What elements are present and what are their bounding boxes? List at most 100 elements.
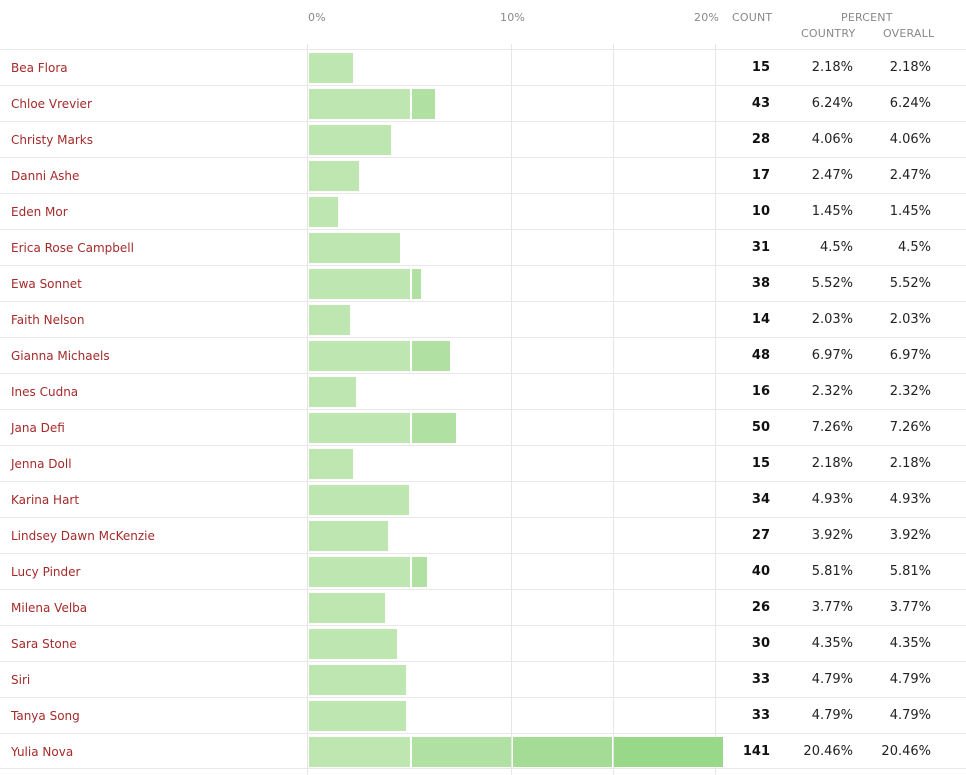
country-percent-value: 6.97% [811, 348, 853, 363]
overall-percent-value: 4.79% [889, 708, 931, 723]
bar-segment [309, 125, 392, 155]
bar-segment [412, 737, 512, 767]
bar-segment [309, 665, 406, 695]
row-name-link[interactable]: Danni Ashe [11, 169, 80, 183]
table-row: Chloe Vrevier 43 6.24% 6.24% [0, 85, 966, 121]
table-row: Karina Hart 34 4.93% 4.93% [0, 481, 966, 517]
country-percent-value: 3.77% [811, 600, 853, 615]
row-name-link[interactable]: Yulia Nova [11, 745, 74, 759]
country-percent-value: 3.92% [811, 528, 853, 543]
overall-percent-value: 4.06% [889, 132, 931, 147]
bar-segment [309, 233, 401, 263]
country-percent-value: 6.24% [811, 96, 853, 111]
count-value: 10 [751, 204, 770, 219]
overall-percent-value: 2.32% [889, 384, 931, 399]
tick-label-0: 0% [308, 11, 326, 24]
count-value: 30 [751, 636, 770, 651]
table-row: Danni Ashe 17 2.47% 2.47% [0, 157, 966, 193]
count-value: 43 [751, 96, 770, 111]
country-percent-value: 4.93% [811, 492, 853, 507]
row-name-link[interactable]: Siri [11, 673, 31, 687]
count-value: 33 [751, 672, 770, 687]
bar-segment [614, 737, 723, 767]
row-name-link[interactable]: Bea Flora [11, 61, 68, 75]
overall-percent-value: 4.79% [889, 672, 931, 687]
country-percent-value: 4.79% [811, 708, 853, 723]
row-name-link[interactable]: Tanya Song [11, 709, 80, 723]
count-value: 15 [751, 60, 770, 75]
count-value: 16 [751, 384, 770, 399]
overall-header: OVERALL [883, 27, 935, 40]
country-percent-value: 4.35% [811, 636, 853, 651]
count-value: 14 [751, 312, 770, 327]
overall-percent-value: 20.46% [881, 744, 931, 759]
count-value: 28 [751, 132, 770, 147]
table-row: Siri 33 4.79% 4.79% [0, 661, 966, 697]
row-name-link[interactable]: Jana Defi [11, 421, 65, 435]
table-row: Ewa Sonnet 38 5.52% 5.52% [0, 265, 966, 301]
overall-percent-value: 2.03% [889, 312, 931, 327]
row-name-link[interactable]: Lindsey Dawn McKenzie [11, 529, 155, 543]
row-name-link[interactable]: Ines Cudna [11, 385, 79, 399]
country-percent-value: 5.81% [811, 564, 853, 579]
table-row: Tanya Song 33 4.79% 4.79% [0, 697, 966, 733]
count-value: 48 [751, 348, 770, 363]
row-name-link[interactable]: Karina Hart [11, 493, 80, 507]
count-value: 26 [751, 600, 770, 615]
bar-segment [309, 305, 351, 335]
count-value: 38 [751, 276, 770, 291]
overall-percent-value: 2.18% [889, 60, 931, 75]
count-header: COUNT [732, 11, 773, 24]
overall-percent-value: 1.45% [889, 204, 931, 219]
table-row: Jana Defi 50 7.26% 7.26% [0, 409, 966, 445]
bar-segment [309, 341, 411, 371]
overall-percent-value: 7.26% [889, 420, 931, 435]
table-row: Erica Rose Campbell 31 4.5% 4.5% [0, 229, 966, 265]
table-row: Faith Nelson 14 2.03% 2.03% [0, 301, 966, 337]
country-percent-value: 2.32% [811, 384, 853, 399]
bar-segment [412, 413, 456, 443]
row-name-link[interactable]: Chloe Vrevier [11, 97, 92, 111]
row-name-link[interactable]: Sara Stone [11, 637, 77, 651]
overall-percent-value: 3.92% [889, 528, 931, 543]
table-row: Bea Flora 15 2.18% 2.18% [0, 49, 966, 85]
table-row: Eden Mor 10 1.45% 1.45% [0, 193, 966, 229]
country-percent-value: 2.18% [811, 60, 853, 75]
table-row: Yulia Nova 141 20.46% 20.46% [0, 733, 966, 769]
country-percent-value: 4.79% [811, 672, 853, 687]
country-percent-value: 7.26% [811, 420, 853, 435]
overall-percent-value: 4.93% [889, 492, 931, 507]
row-name-link[interactable]: Faith Nelson [11, 313, 85, 327]
overall-percent-value: 4.5% [897, 240, 931, 255]
bar-segment [309, 53, 354, 83]
row-name-link[interactable]: Milena Velba [11, 601, 88, 615]
overall-percent-value: 5.81% [889, 564, 931, 579]
count-value: 31 [751, 240, 770, 255]
row-name-link[interactable]: Christy Marks [11, 133, 93, 147]
percent-header: PERCENT [841, 11, 893, 24]
bar-segment [412, 89, 436, 119]
bar-segment [412, 269, 421, 299]
row-name-link[interactable]: Lucy Pinder [11, 565, 81, 579]
count-value: 50 [751, 420, 770, 435]
row-name-link[interactable]: Jenna Doll [11, 457, 72, 471]
overall-percent-value: 6.97% [889, 348, 931, 363]
bar-segment [309, 593, 386, 623]
row-name-link[interactable]: Erica Rose Campbell [11, 241, 134, 255]
table-row: Christy Marks 28 4.06% 4.06% [0, 121, 966, 157]
count-value: 40 [751, 564, 770, 579]
count-value: 27 [751, 528, 770, 543]
table-row: Lucy Pinder 40 5.81% 5.81% [0, 553, 966, 589]
bar-segment [412, 557, 427, 587]
overall-percent-value: 5.52% [889, 276, 931, 291]
country-percent-value: 5.52% [811, 276, 853, 291]
bar-segment [309, 521, 389, 551]
table-row: Milena Velba 26 3.77% 3.77% [0, 589, 966, 625]
overall-percent-value: 2.18% [889, 456, 931, 471]
row-name-link[interactable]: Gianna Michaels [11, 349, 110, 363]
table-row: Gianna Michaels 48 6.97% 6.97% [0, 337, 966, 373]
row-name-link[interactable]: Ewa Sonnet [11, 277, 82, 291]
overall-percent-value: 3.77% [889, 600, 931, 615]
row-name-link[interactable]: Eden Mor [11, 205, 68, 219]
table-row: Ines Cudna 16 2.32% 2.32% [0, 373, 966, 409]
